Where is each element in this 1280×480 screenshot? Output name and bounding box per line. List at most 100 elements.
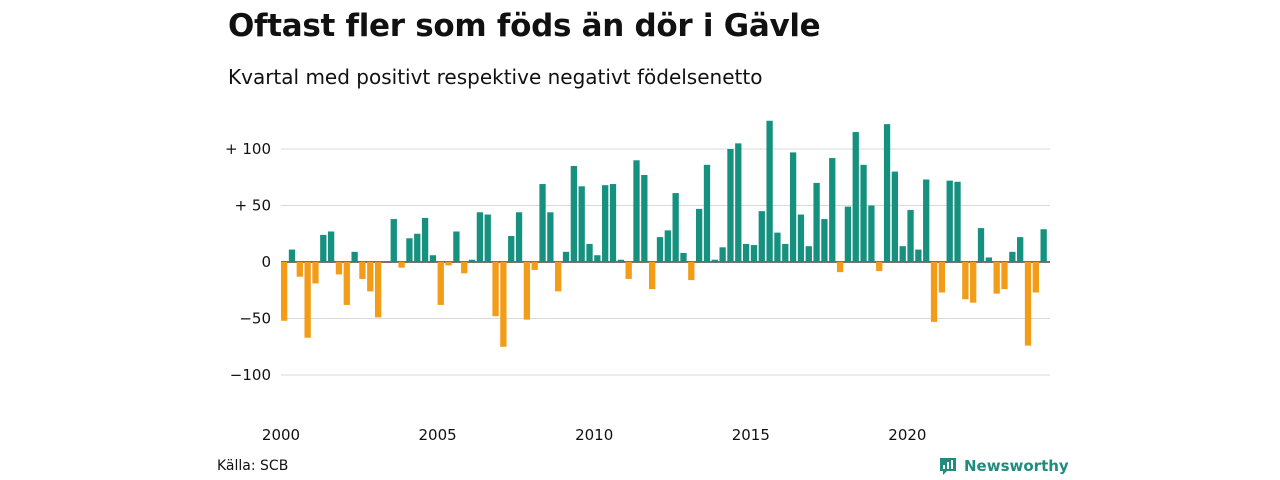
bar xyxy=(508,236,515,262)
bar xyxy=(633,160,640,262)
bar xyxy=(656,237,664,262)
bar xyxy=(797,214,805,262)
bar xyxy=(468,259,476,262)
bar xyxy=(930,262,938,322)
bar xyxy=(625,262,632,279)
bar xyxy=(735,143,742,262)
bar xyxy=(852,132,859,262)
bar xyxy=(523,262,531,320)
x-tick-label: 2010 xyxy=(575,426,613,444)
y-tick-label: + 50 xyxy=(235,197,271,215)
bar xyxy=(664,230,671,262)
bar xyxy=(891,171,899,262)
bar xyxy=(977,228,985,262)
bar xyxy=(868,205,875,262)
bar xyxy=(421,217,429,262)
label-layer: + 100 + 50 0 −50 −100 2000 2005 2010 2015 2020 xyxy=(225,140,926,444)
bar xyxy=(750,245,758,262)
bar xyxy=(742,243,750,262)
bar xyxy=(296,262,303,277)
bar xyxy=(343,262,350,305)
bar xyxy=(821,219,828,262)
bar xyxy=(602,185,609,262)
x-tick-label: 2020 xyxy=(888,426,926,444)
bar xyxy=(946,180,953,262)
bar xyxy=(923,179,930,262)
bar xyxy=(703,164,711,262)
bar xyxy=(304,262,311,338)
bar xyxy=(617,259,624,262)
bar xyxy=(970,262,977,303)
bar xyxy=(367,262,374,292)
bar xyxy=(813,182,820,262)
bar xyxy=(359,262,366,279)
bar xyxy=(688,262,695,281)
bar xyxy=(836,262,844,273)
bar-layer xyxy=(281,120,1047,347)
bar xyxy=(641,174,648,262)
bar xyxy=(962,262,969,300)
bar xyxy=(860,164,867,262)
chart-subtitle: Kvartal med positivt respektive negativt… xyxy=(228,65,763,89)
bar xyxy=(954,181,961,262)
bar xyxy=(758,211,765,262)
bar xyxy=(883,124,891,262)
bar xyxy=(327,231,335,262)
bar-chart-logo-icon xyxy=(940,458,956,475)
bar xyxy=(829,158,836,262)
newsworthy-logo: Newsworthy xyxy=(938,456,1069,476)
bar xyxy=(414,233,421,262)
bar xyxy=(672,193,679,262)
bar xyxy=(805,246,812,262)
bar xyxy=(649,262,656,290)
bar xyxy=(320,234,327,262)
bar xyxy=(899,246,906,262)
bar xyxy=(531,262,538,270)
bar xyxy=(437,262,444,305)
y-tick-label: + 100 xyxy=(225,140,271,158)
bar xyxy=(351,251,358,262)
bar xyxy=(484,214,491,262)
chart-title: Oftast fler som föds än dör i Gävle xyxy=(228,8,821,44)
bar xyxy=(1009,251,1016,262)
bar xyxy=(570,165,578,262)
bar xyxy=(985,257,992,262)
bar xyxy=(938,262,946,293)
bar xyxy=(766,120,773,262)
bar xyxy=(782,243,789,262)
bar xyxy=(288,249,296,262)
bar xyxy=(578,186,585,262)
bar xyxy=(993,262,1000,294)
y-tick-label: −100 xyxy=(230,366,271,384)
bar xyxy=(398,262,405,268)
bar xyxy=(429,255,437,262)
bar xyxy=(562,251,570,262)
bar xyxy=(844,206,852,262)
bar xyxy=(539,184,546,262)
bar xyxy=(695,208,703,262)
bar xyxy=(461,262,468,274)
bar xyxy=(335,262,343,275)
bar xyxy=(680,252,687,262)
x-tick-label: 2005 xyxy=(419,426,457,444)
bar xyxy=(915,249,922,262)
bar xyxy=(586,243,593,262)
bar xyxy=(711,259,718,262)
bar xyxy=(1040,229,1047,262)
brand-name: Newsworthy xyxy=(964,457,1069,475)
bar xyxy=(774,232,781,262)
bar xyxy=(445,262,452,266)
bar xyxy=(476,212,484,262)
bar xyxy=(547,212,554,262)
bar xyxy=(1017,237,1024,262)
bar-chart: + 100 + 50 0 −50 −100 2000 2005 2010 2015 2020 xyxy=(225,120,1050,444)
bar xyxy=(1032,262,1039,293)
bar xyxy=(594,255,601,262)
bar xyxy=(453,231,460,262)
bar xyxy=(390,219,397,262)
bar xyxy=(876,262,883,272)
bar xyxy=(609,184,617,262)
bar xyxy=(406,238,413,262)
bar xyxy=(515,212,523,262)
source-note: Källa: SCB xyxy=(217,458,289,474)
